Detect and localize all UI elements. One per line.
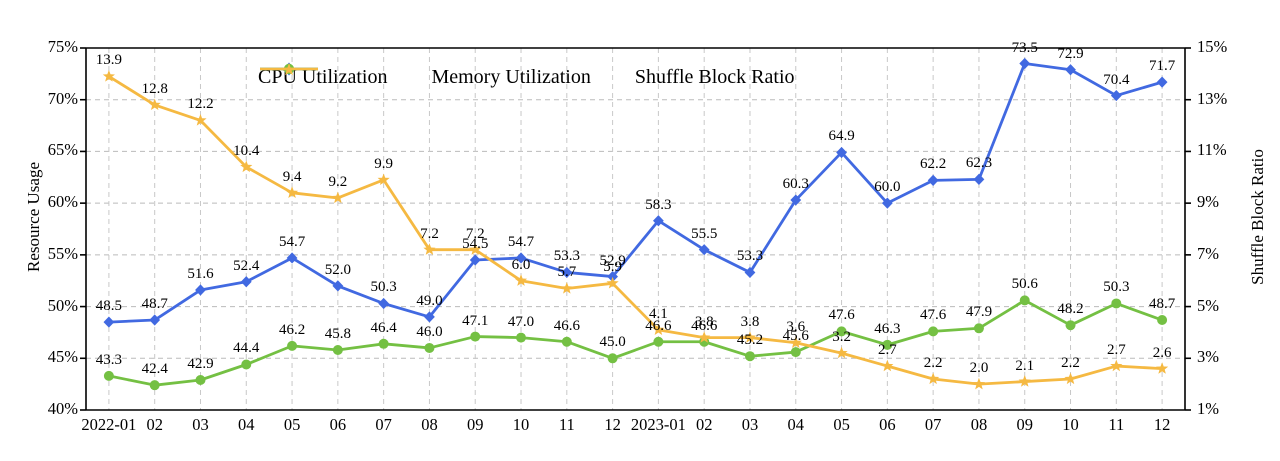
y-axis-left-tick: 75% bbox=[47, 37, 78, 56]
x-axis-tick: 02 bbox=[695, 415, 713, 434]
x-axis-tick: 09 bbox=[466, 415, 484, 434]
x-axis-tick: 09 bbox=[1016, 415, 1033, 434]
x-axis-tick: 10 bbox=[1062, 415, 1079, 434]
legend-label-shuffle: Shuffle Block Ratio bbox=[634, 65, 795, 88]
chart-legend: CPU Utilization Memory Utilization Shuff… bbox=[258, 60, 795, 94]
x-axis-tick: 03 bbox=[192, 415, 209, 434]
x-axis-tick: 04 bbox=[787, 415, 805, 434]
x-axis-tick: 07 bbox=[375, 415, 392, 434]
y-axis-left-tick: 65% bbox=[47, 140, 78, 160]
legend-label-memory: Memory Utilization bbox=[431, 65, 591, 88]
x-axis-tick: 12 bbox=[1153, 415, 1171, 434]
y-axis-right-tick: 15% bbox=[1197, 37, 1228, 56]
y-axis-right-tick: 5% bbox=[1197, 295, 1219, 315]
y-axis-left-tick: 55% bbox=[47, 243, 78, 263]
y-axis-right-tick: 7% bbox=[1197, 243, 1219, 263]
x-axis-tick: 05 bbox=[283, 415, 301, 434]
legend-marker-star-icon bbox=[260, 63, 318, 76]
y-axis-left-tick: 45% bbox=[47, 347, 78, 367]
x-axis-tick: 08 bbox=[970, 415, 988, 434]
x-axis-tick: 12 bbox=[604, 415, 621, 434]
x-axis-tick: 05 bbox=[833, 415, 850, 434]
x-axis-tick: 2022-01 bbox=[81, 415, 137, 434]
y-axis-right-tick: 1% bbox=[1197, 399, 1219, 418]
y-axis-left-tick: 70% bbox=[47, 88, 78, 108]
x-axis-tick: 11 bbox=[1108, 415, 1125, 434]
legend-item-shuffle[interactable]: Shuffle Block Ratio bbox=[260, 63, 795, 89]
x-axis-tick: 2023-01 bbox=[630, 415, 686, 434]
y-axis-right-tick: 3% bbox=[1197, 347, 1219, 367]
x-axis-tick: 06 bbox=[879, 415, 896, 434]
x-axis-tick: 04 bbox=[238, 415, 255, 434]
y-axis-right-tick: 13% bbox=[1197, 88, 1228, 108]
x-axis-tick: 03 bbox=[741, 415, 759, 434]
y-axis-left-tick: 40% bbox=[47, 399, 78, 418]
x-axis-tick: 06 bbox=[329, 415, 347, 434]
y-axis-right-tick: 9% bbox=[1197, 192, 1219, 212]
x-axis-tick: 11 bbox=[558, 415, 575, 434]
y-axis-left-tick: 50% bbox=[47, 295, 78, 315]
x-axis-tick: 07 bbox=[924, 415, 942, 434]
x-axis-tick: 08 bbox=[421, 415, 438, 434]
y-axis-left-tick: 60% bbox=[47, 192, 78, 212]
legend-item-memory[interactable]: Memory Utilization bbox=[260, 63, 591, 89]
x-axis-tick: 02 bbox=[146, 415, 163, 434]
x-axis-tick: 10 bbox=[512, 415, 530, 434]
y-axis-right-tick: 11% bbox=[1197, 140, 1227, 160]
